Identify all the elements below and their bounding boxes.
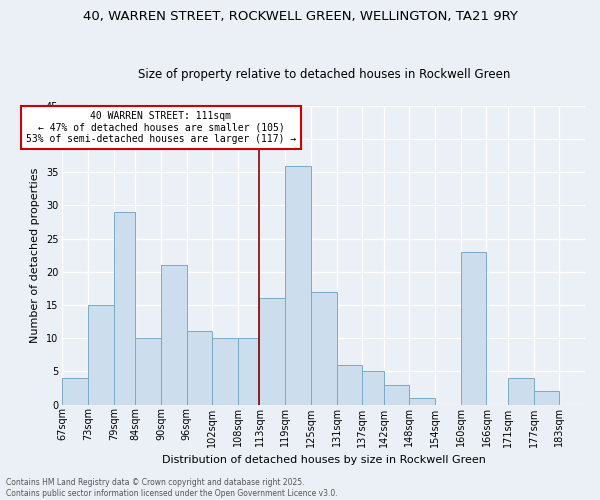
X-axis label: Distribution of detached houses by size in Rockwell Green: Distribution of detached houses by size … xyxy=(162,455,485,465)
Bar xyxy=(212,338,238,404)
Bar xyxy=(62,378,88,404)
Bar xyxy=(161,265,187,404)
Text: 40, WARREN STREET, ROCKWELL GREEN, WELLINGTON, TA21 9RY: 40, WARREN STREET, ROCKWELL GREEN, WELLI… xyxy=(83,10,517,23)
Bar xyxy=(508,378,533,404)
Bar xyxy=(259,298,285,405)
Y-axis label: Number of detached properties: Number of detached properties xyxy=(30,168,40,343)
Text: Contains HM Land Registry data © Crown copyright and database right 2025.
Contai: Contains HM Land Registry data © Crown c… xyxy=(6,478,338,498)
Bar xyxy=(114,212,135,404)
Bar xyxy=(461,252,487,404)
Bar xyxy=(337,364,362,405)
Bar xyxy=(88,305,114,404)
Bar xyxy=(533,391,559,404)
Title: Size of property relative to detached houses in Rockwell Green: Size of property relative to detached ho… xyxy=(137,68,510,81)
Bar xyxy=(187,332,212,404)
Bar xyxy=(238,338,259,404)
Bar xyxy=(409,398,435,404)
Text: 40 WARREN STREET: 111sqm
← 47% of detached houses are smaller (105)
53% of semi-: 40 WARREN STREET: 111sqm ← 47% of detach… xyxy=(26,111,296,144)
Bar xyxy=(311,292,337,405)
Bar xyxy=(383,384,409,404)
Bar xyxy=(285,166,311,404)
Bar xyxy=(362,372,383,404)
Bar xyxy=(135,338,161,404)
